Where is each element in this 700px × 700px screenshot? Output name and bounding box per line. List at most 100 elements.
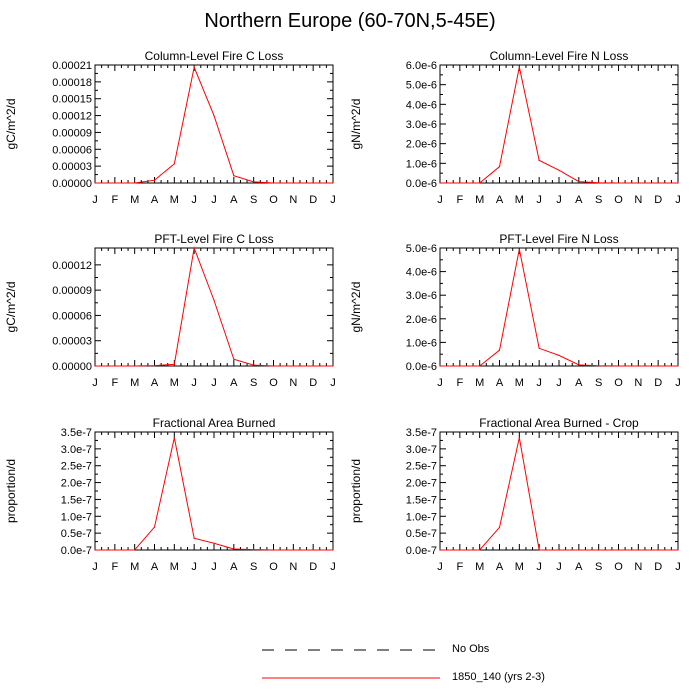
data-point (233, 175, 235, 177)
y-tick-label: 1.5e-7 (406, 494, 437, 506)
y-tick-label: 3.0e-7 (406, 444, 437, 456)
data-point (498, 526, 501, 529)
y-axis-label: gC/m^2/d (4, 99, 18, 150)
data-point (213, 299, 215, 301)
y-tick-label: 1.0e-7 (61, 511, 92, 523)
x-tick-label: J (556, 194, 562, 206)
x-tick-label: D (654, 194, 662, 206)
data-point (272, 182, 275, 184)
x-tick-label: A (151, 377, 159, 389)
x-tick-label: O (614, 377, 623, 389)
x-tick-label: J (556, 377, 562, 389)
x-tick-label: D (309, 377, 317, 389)
y-tick-label: 3.0e-6 (406, 290, 437, 302)
x-tick-label: F (456, 377, 463, 389)
y-tick-label: 0.0e-6 (406, 178, 437, 190)
x-tick-label: M (515, 377, 524, 389)
x-tick-label: M (170, 377, 179, 389)
data-point (253, 181, 255, 183)
x-tick-label: F (456, 561, 463, 573)
data-point (498, 349, 501, 351)
data-point (114, 182, 116, 184)
x-tick-label: N (634, 561, 642, 573)
series-line-1850-140-yrs-2-3 (95, 437, 333, 551)
x-tick-label: D (309, 561, 317, 573)
data-point (114, 365, 116, 367)
y-tick-label: 2.5e-7 (406, 461, 437, 473)
x-tick-label: F (111, 377, 118, 389)
x-tick-label: J (536, 194, 542, 206)
data-point (459, 549, 461, 551)
x-tick-label: O (269, 377, 278, 389)
data-point (439, 182, 441, 184)
x-tick-label: N (289, 194, 297, 206)
x-tick-label: J (330, 194, 336, 206)
x-tick-label: O (614, 194, 623, 206)
x-tick-label: J (191, 194, 197, 206)
data-point (677, 365, 679, 367)
x-tick-label: M (475, 194, 484, 206)
data-point (439, 365, 441, 367)
chart-title: Column-Level Fire N Loss (490, 49, 629, 63)
data-point (479, 549, 481, 551)
chart-fractional-area-burned: Fractional Area Burned proportion/d 0.0e-7… (4, 416, 336, 573)
chart-title: Column-Level Fire C Loss (145, 49, 284, 63)
x-tick-label: M (170, 194, 179, 206)
y-tick-label: 3.0e-6 (406, 119, 437, 131)
x-tick-label: S (595, 377, 602, 389)
data-point (94, 182, 96, 184)
y-tick-label: 0.00012 (52, 111, 92, 123)
data-point (637, 182, 639, 184)
y-tick-label: 0.00006 (52, 144, 92, 156)
y-tick-label: 0.00009 (52, 285, 92, 297)
x-tick-label: J (191, 561, 197, 573)
y-tick-label: 0.00000 (52, 361, 92, 373)
chart-title: Fractional Area Burned (153, 416, 276, 430)
chart-fractional-area-burned-crop: Fractional Area Burned - Crop proportion/… (349, 416, 681, 573)
x-tick-label: D (654, 561, 662, 573)
x-tick-label: J (437, 377, 443, 389)
x-tick-label: J (92, 561, 98, 573)
x-tick-label: F (111, 561, 118, 573)
series-line-1850-140-yrs-2-3 (440, 249, 678, 367)
data-point (677, 549, 679, 551)
data-point (153, 526, 156, 528)
x-tick-label: J (211, 377, 217, 389)
y-tick-label: 0.00009 (52, 127, 92, 139)
y-tick-label: 0.00012 (52, 260, 92, 272)
data-point (617, 365, 620, 367)
x-tick-label: M (130, 377, 139, 389)
y-tick-label: 5.0e-6 (406, 243, 437, 255)
y-tick-label: 2.0e-6 (406, 314, 437, 326)
data-point (292, 549, 294, 551)
x-tick-label: J (675, 561, 681, 573)
x-tick-label: S (250, 194, 257, 206)
data-point (213, 542, 215, 544)
plot-frame (439, 247, 679, 367)
x-tick-label: F (456, 194, 463, 206)
data-point (518, 437, 520, 439)
data-point (518, 66, 520, 68)
x-tick-label: N (634, 377, 642, 389)
chart-column-level-fire-n-loss: Column-Level Fire N Loss gN/m^2/d 0.0e-6 1.… (349, 49, 681, 206)
data-point (439, 549, 441, 551)
x-tick-label: A (230, 194, 238, 206)
x-tick-label: S (595, 561, 602, 573)
data-point (479, 182, 481, 184)
x-tick-label: O (269, 194, 278, 206)
x-tick-label: M (475, 561, 484, 573)
y-tick-label: 0.00003 (52, 161, 92, 173)
data-point (657, 365, 659, 367)
x-tick-label: S (595, 194, 602, 206)
y-tick-label: 4.0e-6 (406, 99, 437, 111)
y-tick-label: 2.0e-6 (406, 139, 437, 151)
data-point (173, 363, 175, 365)
x-tick-label: J (675, 377, 681, 389)
y-tick-label: 3.0e-7 (61, 444, 92, 456)
data-point (598, 549, 600, 551)
plot-frame (439, 431, 679, 551)
x-tick-label: M (475, 377, 484, 389)
y-tick-label: 0.0e-7 (61, 545, 92, 557)
x-tick-label: M (515, 194, 524, 206)
